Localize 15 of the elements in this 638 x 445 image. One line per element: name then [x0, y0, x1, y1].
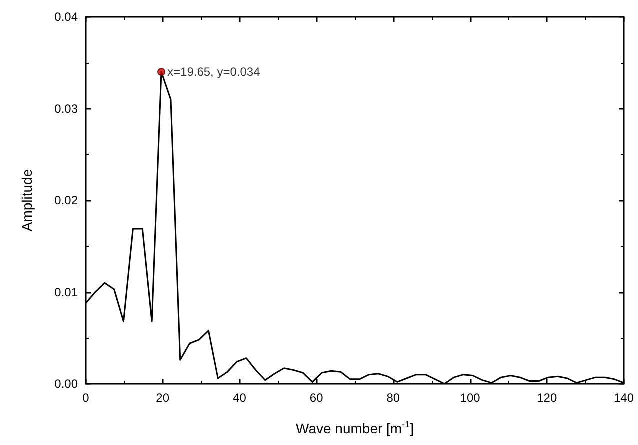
x-tick-label: 20: [156, 391, 170, 405]
x-tick-label: 100: [460, 391, 481, 405]
y-tick-label: 0.01: [54, 285, 78, 300]
x-tick-label: 0: [82, 391, 90, 405]
y-tick-label: 0.00: [54, 377, 78, 391]
y-tick-label: 0.04: [54, 10, 78, 24]
y-axis-title: Amplitude: [19, 169, 35, 232]
x-tick-label: 140: [614, 391, 634, 405]
y-tick-label: 0.03: [54, 102, 78, 116]
x-tick-label: 60: [310, 391, 324, 405]
y-tick-label: 0.02: [54, 194, 78, 208]
annotation: x=19.65, y=0.034: [168, 65, 261, 80]
x-tick-label: 120: [537, 391, 558, 405]
x-tick-label: 40: [233, 391, 247, 405]
x-tick-label: 80: [386, 391, 400, 405]
